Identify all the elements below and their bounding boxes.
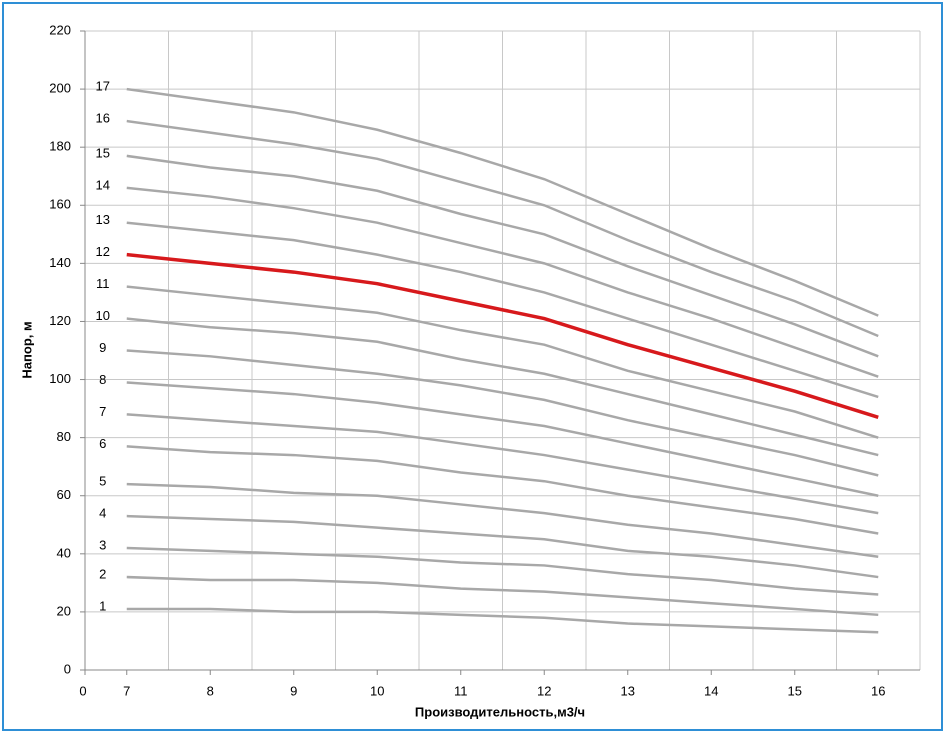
y-tick-label: 60 — [57, 487, 71, 502]
series-label: 10 — [96, 308, 110, 323]
series-label: 17 — [96, 79, 110, 94]
series-line — [126, 575, 879, 617]
x-tick-label: 7 — [123, 683, 130, 698]
x-tick-label: 11 — [454, 683, 468, 698]
series-label: 12 — [96, 244, 110, 259]
y-tick-label: 220 — [49, 22, 71, 37]
x-tick-label: 14 — [704, 683, 718, 698]
y-tick-label: 0 — [64, 661, 71, 676]
series-line — [126, 186, 879, 378]
series-line — [126, 87, 879, 317]
series-label: 15 — [96, 145, 110, 160]
y-tick-label: 180 — [49, 139, 71, 154]
y-tick-label: 100 — [49, 371, 71, 386]
x-tick-label: 16 — [871, 683, 885, 698]
x-tick-label: 0 — [79, 683, 86, 698]
x-tick-label: 8 — [207, 683, 214, 698]
series-line — [126, 546, 879, 596]
series-line — [126, 381, 879, 497]
series-line — [126, 413, 879, 515]
series-line — [126, 119, 879, 338]
series-line — [126, 349, 879, 477]
y-tick-label: 80 — [57, 429, 71, 444]
series-line — [126, 285, 879, 439]
series-label: 9 — [99, 340, 106, 355]
series-label: 4 — [99, 505, 106, 520]
series-line — [126, 514, 879, 579]
series-line — [126, 252, 879, 419]
x-tick-label: 10 — [370, 683, 384, 698]
series-label: 3 — [99, 537, 106, 552]
y-tick-label: 160 — [49, 197, 71, 212]
series-label: 11 — [96, 276, 110, 291]
series-line — [126, 221, 879, 399]
y-tick-label: 20 — [57, 603, 71, 618]
x-tick-label: 13 — [621, 683, 635, 698]
series-label: 1 — [99, 598, 106, 613]
series-label: 2 — [99, 566, 106, 581]
y-axis-title: Напор, м — [19, 321, 34, 378]
y-tick-label: 120 — [49, 313, 71, 328]
x-tick-label: 9 — [290, 683, 297, 698]
series-label: 14 — [96, 177, 110, 192]
y-tick-label: 200 — [49, 81, 71, 96]
x-axis-title: Производительность,м3/ч — [415, 704, 585, 719]
y-tick-label: 140 — [49, 255, 71, 270]
series-label: 8 — [99, 372, 106, 387]
x-tick-label: 15 — [788, 683, 802, 698]
y-tick-label: 40 — [57, 545, 71, 560]
series-label: 6 — [99, 436, 106, 451]
series-line — [126, 482, 879, 558]
series-label: 16 — [96, 110, 110, 125]
series-label: 7 — [99, 404, 106, 419]
x-tick-label: 12 — [537, 683, 551, 698]
series-line — [126, 317, 879, 457]
series-label: 5 — [99, 474, 106, 489]
series-line — [126, 445, 879, 535]
series-label: 13 — [96, 212, 110, 227]
series-line — [126, 154, 879, 358]
series-line — [126, 607, 879, 634]
